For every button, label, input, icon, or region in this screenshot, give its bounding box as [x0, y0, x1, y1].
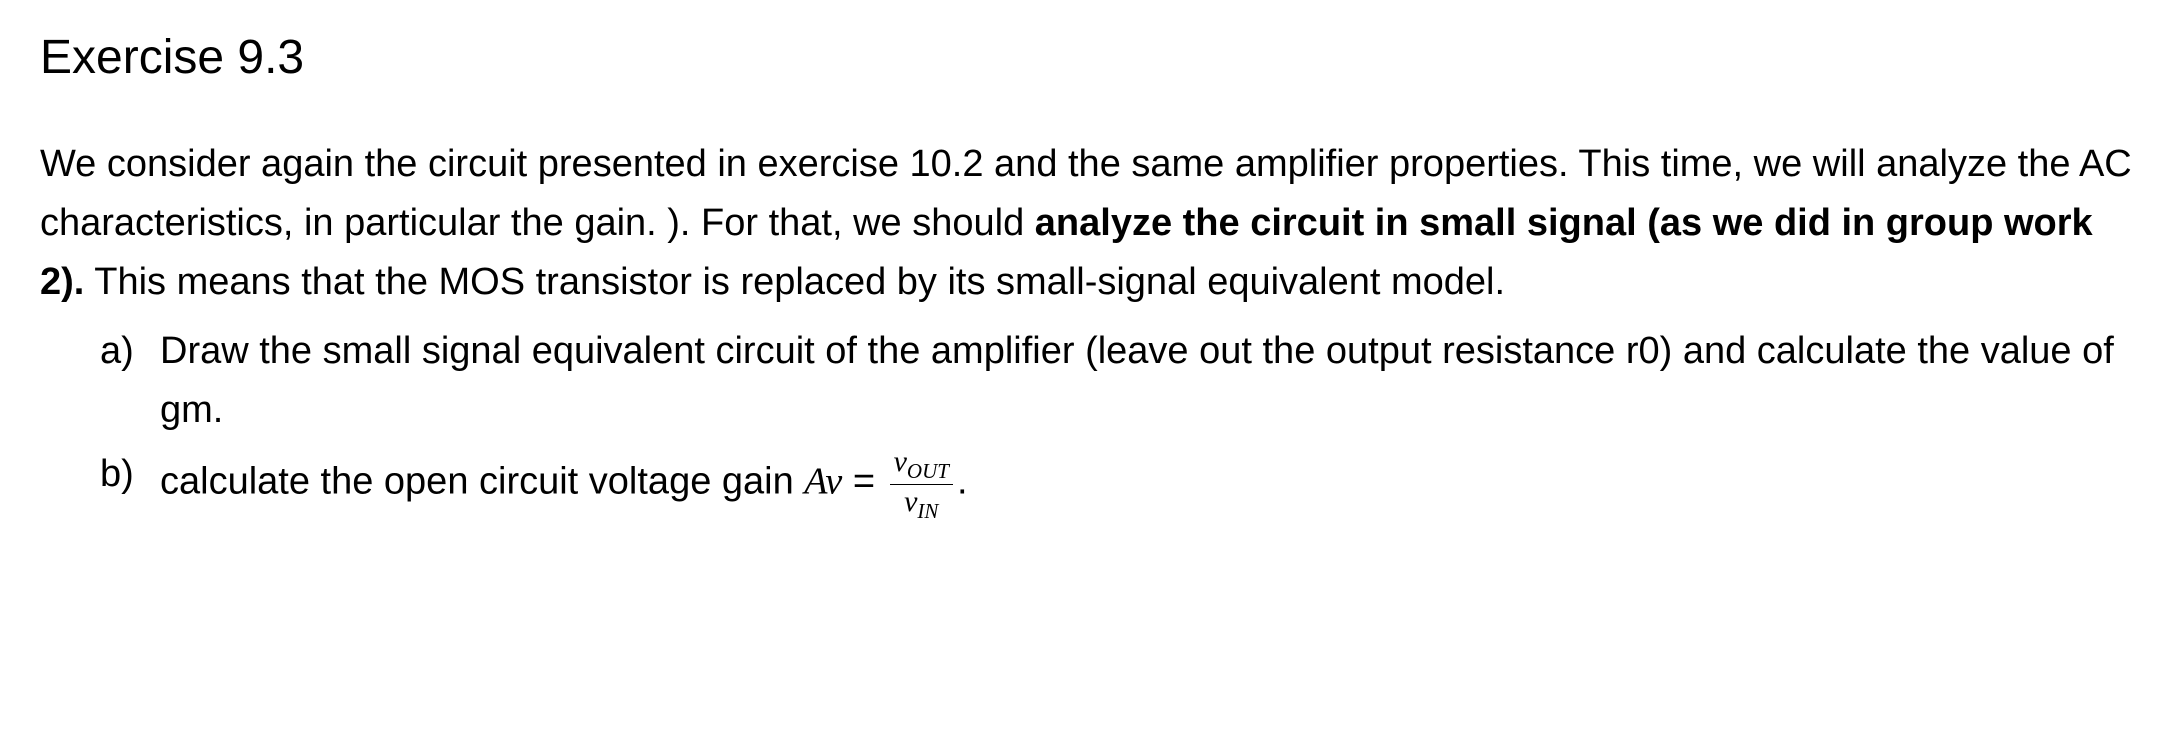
- den-v: v: [904, 485, 917, 518]
- exercise-list: a) Draw the small signal equivalent circ…: [40, 322, 2139, 523]
- num-sub: OUT: [907, 459, 949, 483]
- fraction-numerator: vOUT: [890, 445, 953, 484]
- list-item-a: a) Draw the small signal equivalent circ…: [100, 322, 2139, 440]
- formula-lhs: Av: [804, 461, 842, 503]
- exercise-title: Exercise 9.3: [40, 30, 2139, 85]
- item-b-text-before: calculate the open circuit voltage gain: [160, 461, 804, 503]
- formula-fraction: vOUTvIN: [890, 445, 953, 522]
- formula-eq: =: [842, 461, 885, 503]
- fraction-denominator: vIN: [890, 485, 953, 523]
- list-marker-a: a): [100, 322, 160, 440]
- item-b-text-after: .: [957, 461, 968, 503]
- intro-paragraph: We consider again the circuit presented …: [40, 135, 2139, 312]
- list-content-a: Draw the small signal equivalent circuit…: [160, 322, 2139, 440]
- num-v: v: [894, 445, 907, 478]
- list-item-b: b) calculate the open circuit voltage ga…: [100, 445, 2139, 522]
- intro-part2: This means that the MOS transistor is re…: [84, 261, 1505, 303]
- list-marker-b: b): [100, 445, 160, 522]
- list-content-b: calculate the open circuit voltage gain …: [160, 445, 2139, 522]
- den-sub: IN: [917, 499, 938, 523]
